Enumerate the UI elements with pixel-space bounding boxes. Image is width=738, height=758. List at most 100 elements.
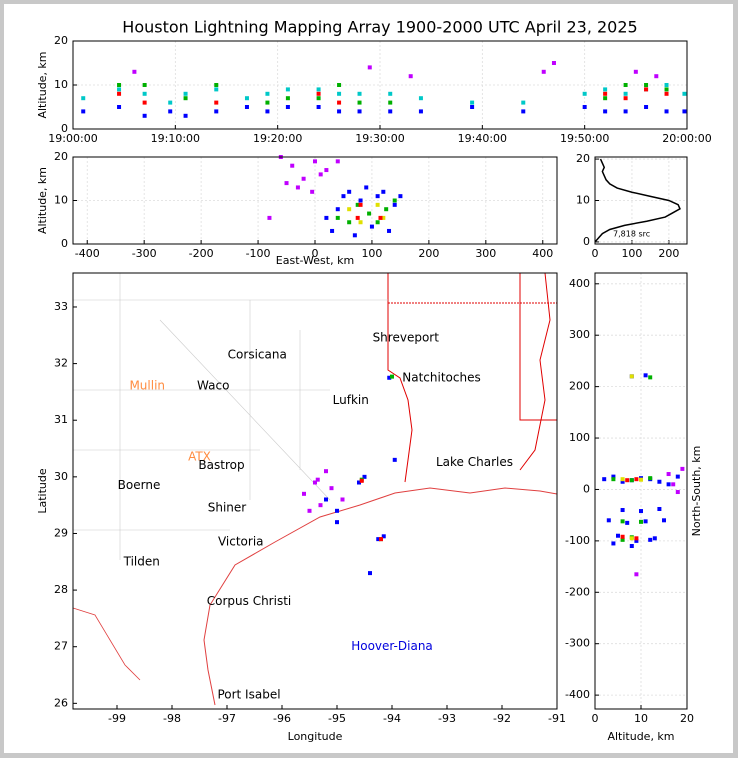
source-point [623, 109, 628, 114]
source-point [387, 375, 392, 380]
source-point [318, 503, 323, 508]
source-point [652, 536, 657, 541]
source-point [81, 96, 86, 101]
source-point [142, 91, 147, 96]
source-point [337, 109, 342, 114]
source-point [521, 109, 526, 114]
city-label: Bastrop [198, 458, 244, 472]
y-tick-label: 27 [54, 640, 68, 653]
x-tick-label: 200 [658, 247, 679, 260]
source-point [551, 61, 556, 65]
source-point [387, 228, 392, 233]
source-point [381, 534, 386, 539]
source-point [603, 109, 608, 114]
source-point [418, 96, 423, 101]
source-point [388, 109, 393, 114]
source-point [620, 479, 625, 484]
source-point [265, 109, 270, 114]
source-point [81, 109, 86, 114]
source-point [244, 96, 249, 101]
source-point [214, 109, 219, 114]
source-point [295, 185, 300, 190]
y-axis-label: Latitude [36, 468, 49, 514]
source-point [390, 374, 394, 379]
figure-title: Houston Lightning Mapping Array 1900-200… [122, 18, 637, 37]
source-point [183, 113, 188, 118]
source-point [347, 220, 352, 225]
source-point [214, 87, 219, 92]
source-point [620, 534, 625, 539]
x-tick-label: -97 [218, 712, 236, 725]
source-point [666, 482, 671, 487]
x-tick-label: 100 [621, 247, 642, 260]
source-point [324, 497, 328, 502]
x-tick-label: -98 [163, 712, 181, 725]
x-tick-label: 19:50:00 [560, 132, 609, 145]
source-point [639, 519, 643, 524]
source-point [347, 189, 352, 194]
source-point [629, 536, 634, 541]
city-label: Mullin [129, 379, 165, 393]
source-point [324, 469, 328, 474]
source-point [313, 480, 317, 485]
x-tick-label: 0 [312, 247, 319, 260]
source-point [290, 163, 295, 168]
source-point [375, 202, 380, 207]
city-label: Boerne [118, 478, 161, 492]
x-axis-label: East-West, km [276, 254, 354, 267]
source-point [359, 478, 364, 483]
source-point [671, 482, 676, 487]
source-point [648, 476, 653, 481]
source-point [267, 215, 272, 220]
source-point [341, 194, 346, 199]
source-point [603, 91, 608, 96]
city-label: Corpus Christi [207, 594, 292, 608]
source-point [392, 457, 397, 462]
source-point [214, 100, 219, 105]
y-tick-label: 0 [583, 482, 590, 495]
city-label: Victoria [218, 534, 264, 548]
source-point [634, 536, 639, 541]
city-label: Waco [197, 379, 229, 393]
city-label: Shiner [208, 500, 247, 514]
source-point [664, 83, 669, 87]
source-point [418, 109, 423, 114]
x-tick-label: 19:00:00 [48, 132, 97, 145]
y-axis-label: Altitude, km [36, 51, 49, 118]
city-label: Port Isabel [217, 687, 280, 701]
source-point [388, 91, 393, 96]
source-point [285, 87, 290, 92]
source-point [611, 541, 616, 546]
source-point [358, 202, 363, 207]
y-tick-label: 10 [54, 78, 68, 91]
source-point [329, 486, 334, 491]
source-point [357, 109, 362, 114]
source-point [358, 220, 363, 225]
source-point [623, 96, 628, 101]
source-point [367, 211, 372, 216]
source-point [620, 519, 625, 524]
source-point [682, 109, 687, 114]
y-tick-label: -100 [565, 534, 590, 547]
source-point [335, 215, 340, 220]
source-point [602, 477, 607, 482]
source-point [316, 105, 321, 109]
source-point [369, 224, 374, 229]
x-tick-label: -91 [548, 712, 566, 725]
source-point [398, 194, 403, 199]
source-point [214, 83, 219, 87]
y-tick-label: 10 [576, 194, 590, 207]
source-point [357, 91, 362, 96]
source-point [285, 96, 290, 101]
source-point [648, 375, 653, 380]
source-point [357, 100, 362, 105]
source-point [364, 185, 369, 190]
source-point [117, 91, 122, 96]
source-point [355, 202, 360, 207]
source-point [285, 105, 290, 109]
x-tick-label: -99 [108, 712, 126, 725]
y-tick-label: 30 [54, 470, 68, 483]
source-point [316, 87, 321, 92]
city-label: Lufkin [333, 393, 369, 407]
